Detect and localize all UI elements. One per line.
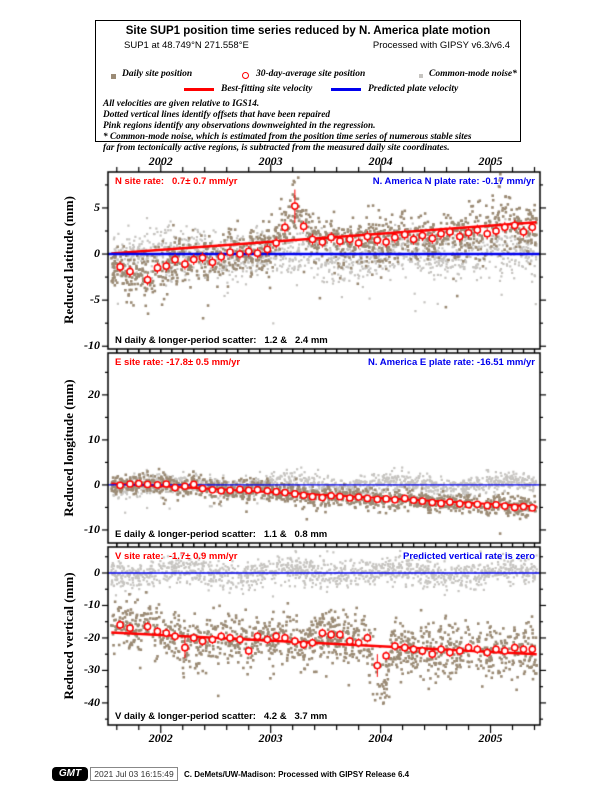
timestamp-box: 2021 Jul 03 16:15:49 [90, 767, 178, 781]
processing-info: Processed with GIPSY v6.3/v6.4 [372, 40, 510, 51]
note-common-mode-1: * Common-mode noise, which is estimated … [103, 132, 472, 142]
east-axis-title: Reduced longitude (mm) [61, 379, 76, 517]
header-box: Site SUP1 position time series reduced b… [95, 20, 521, 153]
year-label-top: 2003 [258, 154, 283, 168]
year-label-bottom: 2002 [148, 731, 173, 745]
y-tick-label-vertical: -30 [84, 662, 100, 677]
vertical-plate-rate-label: Predicted vertical rate is zero [402, 551, 535, 562]
note-offsets: Dotted vertical lines identify offsets t… [103, 110, 331, 120]
plate-velocity-line-icon [331, 88, 361, 91]
common-mode-marker-icon [419, 74, 423, 78]
legend-daily-position: Daily site position [122, 69, 193, 79]
y-tick-label-north: -10 [84, 338, 100, 353]
note-pink-regions: Pink regions identify any observations d… [103, 121, 376, 131]
year-label-top: 2004 [368, 154, 393, 168]
y-tick-label-east: 10 [88, 431, 100, 446]
legend-monthly-average: 30-day-average site position [256, 69, 366, 79]
site-coordinates: SUP1 at 48.749°N 271.558°E [124, 40, 249, 51]
y-tick-label-north: 5 [94, 199, 100, 214]
year-label-top: 2002 [148, 154, 173, 168]
page-title: Site SUP1 position time series reduced b… [125, 25, 491, 37]
year-label-bottom: 2004 [368, 731, 393, 745]
gmt-logo: GMT [52, 767, 88, 781]
y-tick-label-east: -10 [84, 521, 100, 536]
note-common-mode-2: far from tectonically active regions, is… [103, 143, 450, 153]
legend-common-mode: Common-mode noise* [429, 69, 517, 79]
north-scatter-label: N daily & longer-period scatter: 1.2 & 2… [115, 335, 328, 346]
credit-text: C. DeMets/UW-Madison: Processed with GIP… [184, 770, 410, 779]
legend-best-fit-velocity: Best-fitting site velocity [221, 84, 313, 94]
daily-position-marker-icon [111, 74, 116, 79]
y-tick-label-vertical: -20 [84, 629, 100, 644]
north-site-rate-label: N site rate: 0.7± 0.7 mm/yr [115, 176, 238, 187]
east-scatter-label: E daily & longer-period scatter: 1.1 & 0… [115, 529, 328, 540]
y-tick-label-vertical: -10 [84, 597, 100, 612]
y-tick-label-north: 0 [94, 246, 100, 261]
best-fit-velocity-line-icon [184, 88, 214, 91]
vertical-scatter-label: V daily & longer-period scatter: 4.2 & 3… [115, 711, 328, 722]
year-label-bottom: 2005 [478, 731, 503, 745]
y-tick-label-east: 0 [94, 476, 100, 491]
y-tick-label-east: 20 [88, 386, 100, 401]
year-label-top: 2005 [478, 154, 503, 168]
east-site-rate-label: E site rate: -17.8± 0.5 mm/yr [115, 357, 241, 368]
east-plate-rate-label: N. America E plate rate: -16.51 mm/yr [367, 357, 535, 368]
y-tick-label-north: -5 [90, 292, 100, 307]
vertical-site-rate-label: V site rate: -1.7± 0.9 mm/yr [115, 551, 238, 562]
monthly-average-marker-icon [242, 72, 249, 79]
legend-plate-velocity: Predicted plate velocity [368, 84, 459, 94]
note-reference-frame: All velocities are given relative to IGS… [103, 99, 260, 109]
north-plate-rate-label: N. America N plate rate: -0.17 mm/yr [372, 176, 535, 187]
year-label-bottom: 2003 [258, 731, 283, 745]
y-tick-label-vertical: -40 [84, 694, 100, 709]
y-tick-label-vertical: 0 [94, 564, 100, 579]
